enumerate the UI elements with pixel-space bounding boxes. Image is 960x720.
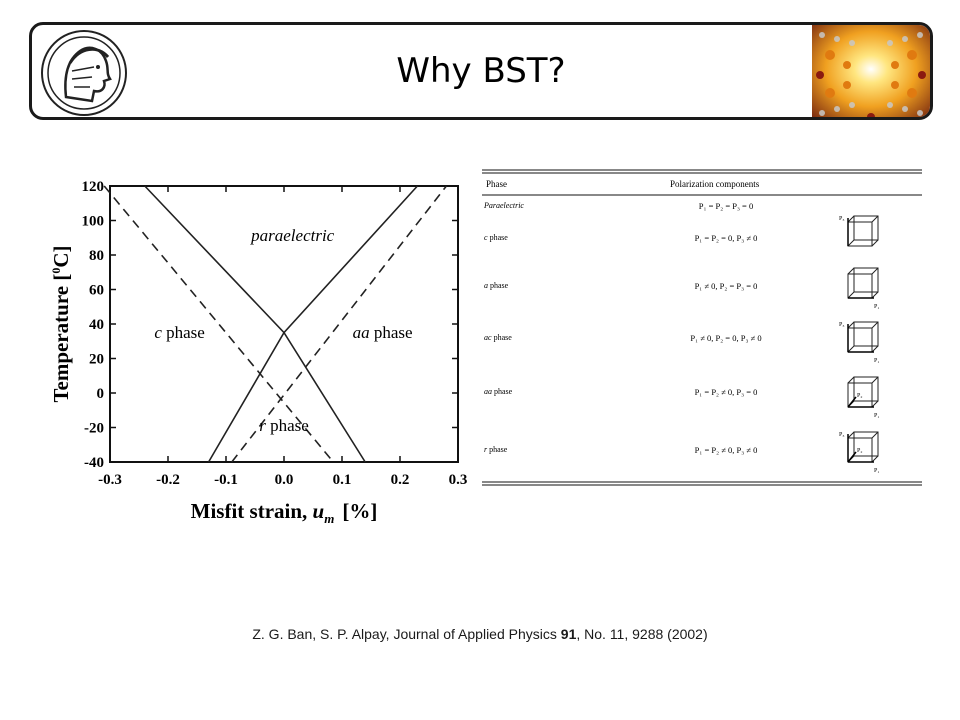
- citation-rest: , No. 11, 9288 (2002): [576, 626, 708, 642]
- phase-region-label: paraelectric: [250, 226, 335, 245]
- x-tick-label: -0.2: [156, 472, 180, 488]
- p2-label: P₂: [857, 448, 862, 454]
- x-tick-label: 0.3: [449, 472, 468, 488]
- x-tick-label: 0.0: [275, 472, 294, 488]
- y-tick-label: 120: [82, 179, 105, 195]
- table-row-phase: c phase: [484, 233, 508, 242]
- table-row-components: P₁ ≠ 0, P₂ = 0, P₃ ≠ 0: [690, 333, 761, 343]
- y-tick-label: 100: [82, 214, 105, 230]
- x-tick-label: 0.1: [333, 472, 352, 488]
- x-tick-label: 0.2: [391, 472, 410, 488]
- table-row-phase: Paraelectric: [483, 201, 524, 210]
- p2-label: P₂: [857, 393, 862, 399]
- table-row-components: P₁ = P₂ ≠ 0, P₃ ≠ 0: [695, 445, 758, 455]
- table-row-components: P₁ = P₂ = 0, P₃ ≠ 0: [695, 233, 758, 243]
- table-row-components: P₁ = P₂ = P₃ = 0: [699, 201, 753, 211]
- p1-label: P₁: [874, 358, 879, 364]
- x-axis-label-var: u: [313, 499, 325, 523]
- p3-label: P₃: [839, 322, 844, 328]
- slide-title: Why BST?: [396, 51, 566, 91]
- dashed-phase-boundary-line: [231, 185, 448, 463]
- y-tick-label: -40: [84, 455, 104, 471]
- table-header-phase: Phase: [486, 179, 507, 189]
- cube-r-icon: P₃ P₁ P₂: [839, 431, 879, 474]
- table-row-phase: ac phase: [484, 333, 512, 342]
- y-tick-label: 60: [89, 283, 104, 299]
- p1-label: P₁: [874, 304, 879, 310]
- p1-label: P₁: [874, 468, 879, 474]
- table-row-phase: aa phase: [484, 387, 513, 396]
- x-axis-label: Misfit strain, um [%]: [191, 499, 378, 526]
- phase-region-label: aa phase: [353, 323, 413, 342]
- y-tick-label: 20: [89, 352, 104, 368]
- x-axis-label-sub: m: [324, 511, 334, 526]
- p3-label: P₃: [839, 216, 844, 222]
- y-axis-label: Temperature [0C]: [49, 245, 73, 402]
- phase-diagram-chart: -0.3 -0.2 -0.1 0.0 0.1 0.2 0.3 120 100 80 60 40 20 0…: [49, 179, 468, 526]
- y-tick-label: -20: [84, 421, 104, 437]
- y-axis-label-sup: 0: [49, 268, 63, 274]
- title-banner: Why BST?: [29, 22, 933, 120]
- cube-aa-icon: P₁ P₂: [847, 376, 879, 419]
- table-row-components: P₁ ≠ 0, P₂ = P₃ = 0: [695, 281, 758, 291]
- table-row-phase: r phase: [484, 445, 508, 454]
- y-tick-label: 0: [97, 386, 105, 402]
- x-tick-label: -0.3: [98, 472, 122, 488]
- citation-volume: 91: [560, 626, 577, 642]
- table-header-components: Polarization components: [670, 179, 760, 189]
- citation: Z. G. Ban, S. P. Alpay, Journal of Appli…: [0, 626, 960, 642]
- crystal-lattice-image: [812, 25, 930, 117]
- citation-authors: Z. G. Ban, S. P. Alpay, Journal of Appli…: [252, 626, 561, 642]
- y-tick-label: 80: [89, 248, 104, 264]
- table-row-phase: a phase: [484, 281, 509, 290]
- phase-region-label: c phase: [154, 323, 205, 342]
- x-axis-label-unit: [%]: [342, 499, 377, 523]
- x-tick-label: -0.1: [214, 472, 238, 488]
- y-tick-label: 40: [89, 317, 104, 333]
- plot-frame: [109, 185, 459, 463]
- table-row-components: P₁ = P₂ ≠ 0, P₃ = 0: [695, 387, 758, 397]
- cube-ac-icon: P₃ P₁: [839, 321, 879, 364]
- x-axis-label-main: Misfit strain,: [191, 499, 313, 523]
- phase-region-label: r phase: [259, 416, 309, 435]
- y-axis-label-end: C]: [49, 245, 73, 267]
- cube-a-icon: P₁: [847, 267, 879, 310]
- minerva-head-logo-icon: [41, 30, 127, 116]
- y-axis-label-main: Temperature [: [49, 274, 73, 403]
- p1-label: P₁: [874, 413, 879, 419]
- cube-c-icon: P₃: [839, 215, 879, 247]
- solid-phase-boundary-line: [207, 185, 418, 463]
- polarization-table: Phase Polarization components Paraelectr…: [482, 169, 922, 486]
- p3-label: P₃: [839, 432, 844, 438]
